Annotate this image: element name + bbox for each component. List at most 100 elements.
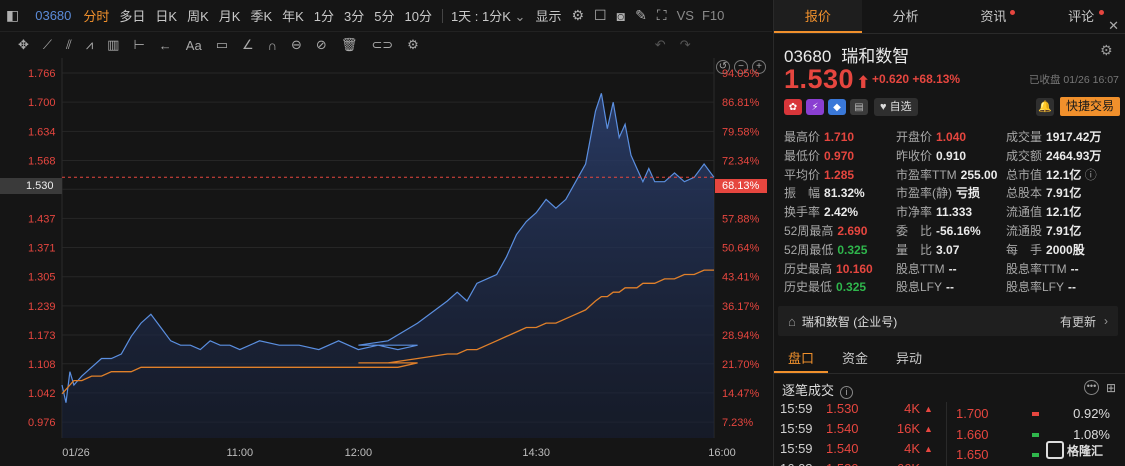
tag-icon[interactable]: ◆ [828,99,846,115]
display-select[interactable]: 显示 [535,6,561,25]
change-value: +0.620 [872,72,910,86]
settings-icon[interactable]: ⚙ [571,7,585,23]
info-icon[interactable]: i [840,386,854,399]
y-tick-left: 1.305 [28,272,56,284]
stat-value: 7.91亿 [1046,186,1082,201]
pen-icon[interactable]: ✎ [635,7,647,23]
close-icon[interactable]: ✕ [1108,18,1119,33]
move-icon[interactable]: ✥ [18,37,29,52]
zoom-out-icon[interactable]: − [734,60,748,74]
y-tick-right: 50.64% [722,243,760,255]
tab-5min[interactable]: 5分 [374,9,395,24]
text-tool-icon[interactable]: Aa [185,37,202,53]
tick-time: 15:59 [780,401,813,416]
company-account-bar[interactable]: ⌂ 瑞和数智 (企业号) 有更新 › [778,306,1118,336]
tab-quarterly-k[interactable]: 季K [250,9,273,24]
lightning-icon[interactable]: ⚡ [806,99,824,115]
tick-volume: 4K [904,401,920,416]
x-tick-label: 01/26 [62,447,90,459]
hide-icon[interactable]: ⊘ [315,37,327,52]
draw-settings-icon[interactable]: ⚙ [407,37,419,52]
depth-bar [1032,432,1039,437]
redo-icon[interactable]: ↷ [679,37,691,52]
stat-label: 委 比 [896,223,933,238]
tab-quote[interactable]: 报价 [774,0,862,33]
link-icon[interactable]: ⊂⊃ [371,37,394,52]
more-icon[interactable]: ••• [1084,380,1099,395]
lock-icon[interactable]: ⊖ [291,37,302,52]
tab-comments[interactable]: 评论 ✕ [1037,0,1125,33]
note-tool-icon[interactable]: ▭ [215,37,228,52]
add-watchlist-button[interactable]: ♥ 自选 [874,98,918,116]
layout-icon[interactable]: ☐ [594,7,607,23]
tab-multiday[interactable]: 多日 [119,9,146,24]
f10-button[interactable]: F10 [701,8,725,23]
stat-cell: 最高价 1.710 [784,128,854,145]
tab-news[interactable]: 资讯 [950,0,1038,33]
ruler-icon[interactable]: ∠ [242,37,254,52]
last-price-value: 1.530 [784,64,855,94]
intraday-chart[interactable]: 1.766 94.05% 1.700 86.81% 1.634 79.58% 1.568 72… [0,58,772,466]
vs-button[interactable]: VS [676,8,694,23]
stat-cell: 股息LFY -- [896,278,954,295]
sidebar-toggle-icon[interactable]: ◧ [6,7,20,23]
trash-icon[interactable]: 🗑 [340,37,358,52]
camera-icon[interactable]: ◙ [616,7,626,24]
fib-tool-icon[interactable]: ▥ [107,37,120,52]
display-select-label: 显示 [535,9,562,24]
y-tick-left: 1.634 [28,126,56,138]
toolbar-divider [441,8,443,23]
period-select[interactable]: 1天 : 1分K ⌄ [451,6,526,25]
tab-analysis[interactable]: 分析 [862,0,950,33]
divider [946,402,947,466]
tab-capital[interactable]: 资金 [842,351,869,366]
gear-icon[interactable]: ⚙ [1100,42,1113,58]
price-line [61,93,715,403]
tab-1min[interactable]: 1分 [313,9,335,24]
help-icon[interactable]: ⓘ [1081,167,1097,182]
price-change: +0.620 +68.13% [872,72,960,86]
tab-movements[interactable]: 异动 [896,351,923,366]
badge-row: ✿ ⚡ ◆ ▤ ♥ 自选 [784,98,918,116]
document-icon[interactable]: ▤ [850,99,868,115]
y-tick-left: 1.108 [28,359,56,371]
stat-value: 7.91亿 [1046,223,1082,238]
zoom-in-icon[interactable]: + [752,60,766,74]
line-tool-icon[interactable]: ⟋ [42,37,53,52]
tick-volume: 16K [896,421,920,436]
drawing-toolbar: ✥ ⟋ ⫽ ⩘ ▥ ⊢ ← Aa ▭ ∠ ∩ ⊖ ⊘ 🗑 ⊂⊃ ⚙ ↶ ↷ [0,33,772,57]
y-tick-right: 72.34% [722,156,760,168]
reset-icon[interactable]: ↺ [716,60,730,74]
stats-row: 平均价 1.285 市盈率TTM 255.00 总市值 12.1亿 ⓘ [784,166,1122,185]
buy-direction-icon: ▲ [924,444,933,454]
tick-time: 15:59 [780,421,813,436]
stat-label: 股息TTM [896,261,945,276]
stat-cell: 量 比 3.07 [896,241,959,258]
tab-intraday[interactable]: 分时 [83,9,110,24]
wave-tool-icon[interactable]: ⩘ [85,37,94,52]
quick-trade-button[interactable]: 快捷交易 [1060,97,1121,116]
grid-icon[interactable]: ⊞ [1106,381,1117,395]
stat-label: 最高价 [784,130,821,144]
zoom-controls: ↺ − + [716,60,766,74]
y-tick-right: 14.47% [722,388,760,400]
arrow-tool-icon[interactable]: ← [158,37,172,53]
undo-icon[interactable]: ↶ [654,37,666,52]
stat-value: 2464.93万 [1046,148,1102,163]
magnet-icon[interactable]: ∩ [267,37,277,53]
stat-label: 总股本 [1006,186,1043,201]
tab-daily-k[interactable]: 日K [155,9,178,24]
y-tick-right: 86.81% [722,97,760,109]
stat-label: 量 比 [896,242,933,257]
tab-3min[interactable]: 3分 [344,9,365,24]
tab-monthly-k[interactable]: 月K [218,9,241,24]
tab-weekly-k[interactable]: 周K [187,9,209,24]
stat-value: 亏损 [956,186,981,201]
tab-yearly-k[interactable]: 年K [282,9,304,24]
tab-10min[interactable]: 10分 [404,9,432,24]
tab-order-book[interactable]: 盘口 [774,346,829,373]
bell-icon[interactable]: 🔔 [1036,98,1054,116]
fullscreen-icon[interactable]: ⛶ [656,7,667,23]
measure-tool-icon[interactable]: ⊢ [133,37,145,52]
channel-tool-icon[interactable]: ⫽ [66,37,72,52]
